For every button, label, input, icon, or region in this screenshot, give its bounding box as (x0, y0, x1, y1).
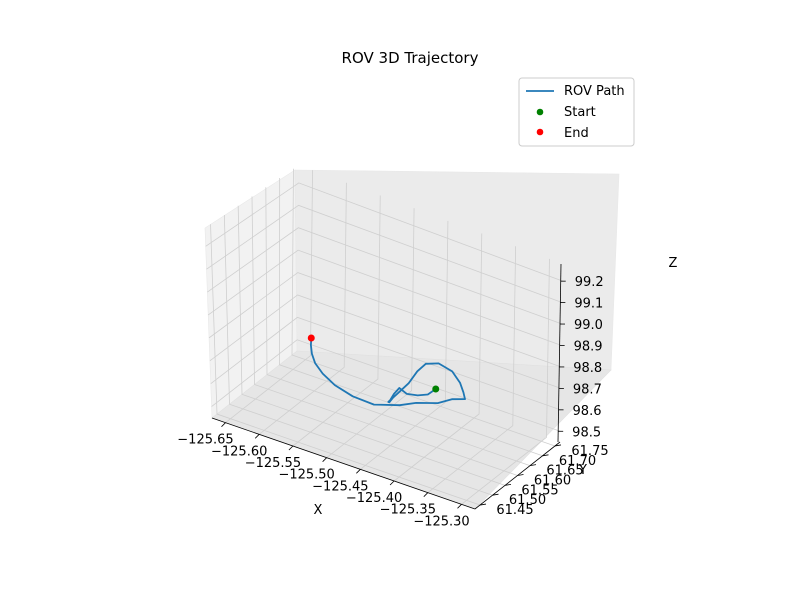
gridline-z (205, 182, 563, 282)
gridline-x (225, 170, 313, 423)
x-axis-line (211, 417, 476, 510)
y-tick-mark (504, 483, 512, 486)
legend-marker-end (536, 128, 544, 136)
y-tick-label: 61.45 (496, 503, 533, 518)
y-axis-label: Y (578, 463, 587, 478)
gridline-z (207, 249, 562, 346)
x-tick-label: −125.60 (211, 444, 267, 459)
z-tick-label: 99.1 (574, 297, 603, 312)
z-axis-label: Z (669, 256, 678, 271)
gridline-z (206, 204, 563, 303)
x-tick-mark (423, 492, 429, 497)
gridline-z (207, 227, 563, 325)
y-tick-label: 61.65 (546, 464, 583, 479)
gridline-y (279, 177, 543, 457)
x-tick-mark (288, 445, 294, 451)
chart-title: ROV 3D Trajectory (342, 49, 479, 67)
x-tick-mark (457, 504, 462, 509)
z-tick-label: 98.6 (573, 404, 602, 419)
y-tick-label: 61.60 (534, 474, 571, 489)
start-marker (432, 385, 440, 393)
legend-marker-start (536, 108, 544, 116)
x-tick-label: −125.45 (312, 479, 368, 494)
y-tick-mark (517, 474, 524, 476)
gridline-x (427, 246, 517, 493)
series-line-rov-path (309, 337, 466, 407)
gridline-z (210, 316, 561, 411)
legend-box (518, 77, 635, 147)
x-axis-label: X (314, 503, 323, 518)
z-tick-label: 98.7 (573, 382, 602, 397)
y-tick-mark (529, 464, 537, 467)
x-tick-mark (254, 434, 260, 439)
x-tick-mark (322, 457, 327, 462)
gridline-x (461, 258, 550, 505)
y-tick-label: 61.70 (559, 454, 596, 469)
gridline-y (251, 196, 518, 476)
x-tick-label: −125.30 (413, 514, 469, 529)
z-tick-label: 98.9 (574, 339, 603, 354)
gridline-x (393, 233, 483, 482)
y-tick-mark (479, 503, 487, 506)
gridline-z (209, 294, 562, 389)
y-tick-mark (542, 454, 549, 457)
x-tick-label: −125.50 (278, 468, 334, 483)
series-layer (307, 334, 466, 407)
z-tick-label: 99.0 (574, 318, 603, 333)
gridline-y (265, 187, 531, 467)
z-tick-label: 99.2 (575, 275, 604, 290)
z-tick-label: 98.8 (573, 361, 602, 376)
gridline-y (210, 224, 481, 506)
x-tick-label: −125.40 (346, 491, 402, 506)
gridline-y (291, 168, 556, 447)
gridline-z (208, 272, 562, 368)
y-tick-label: 61.55 (521, 483, 558, 498)
legend-label-start: Start (564, 105, 596, 120)
z-axis-line (557, 263, 562, 443)
x-tick-label: −125.35 (380, 503, 436, 518)
gridline-z (211, 339, 561, 432)
legend-label-rov-path: ROV Path (564, 84, 625, 99)
end-marker (307, 334, 315, 342)
x-tick-mark (389, 480, 395, 486)
y-tick-label: 61.75 (571, 444, 608, 459)
gridline-x (360, 220, 449, 470)
y-tick-mark (554, 444, 562, 447)
gridline-y (223, 215, 493, 496)
x-tick-mark (356, 469, 361, 474)
x-axis-ticks: −125.65−125.60−125.55−125.50−125.45−125.… (177, 422, 470, 529)
gridline-x (292, 195, 381, 447)
gridline-x (326, 208, 415, 458)
legend-label-end: End (564, 126, 589, 141)
y-tick-label: 61.50 (509, 493, 546, 508)
x-tick-label: −125.55 (245, 456, 301, 471)
gridlines (205, 168, 563, 506)
z-tick-label: 98.5 (572, 425, 601, 440)
gridline-y (237, 205, 506, 486)
y-tick-mark (492, 493, 499, 496)
legend: ROV Path Start End (518, 77, 635, 147)
x-tick-label: −125.65 (177, 433, 233, 448)
x-tick-mark (221, 422, 226, 427)
z-axis-ticks: 98.5 98.6 98.7 98.8 98.9 99.0 99.1 99.2 (558, 275, 604, 440)
gridline-x (258, 182, 347, 435)
